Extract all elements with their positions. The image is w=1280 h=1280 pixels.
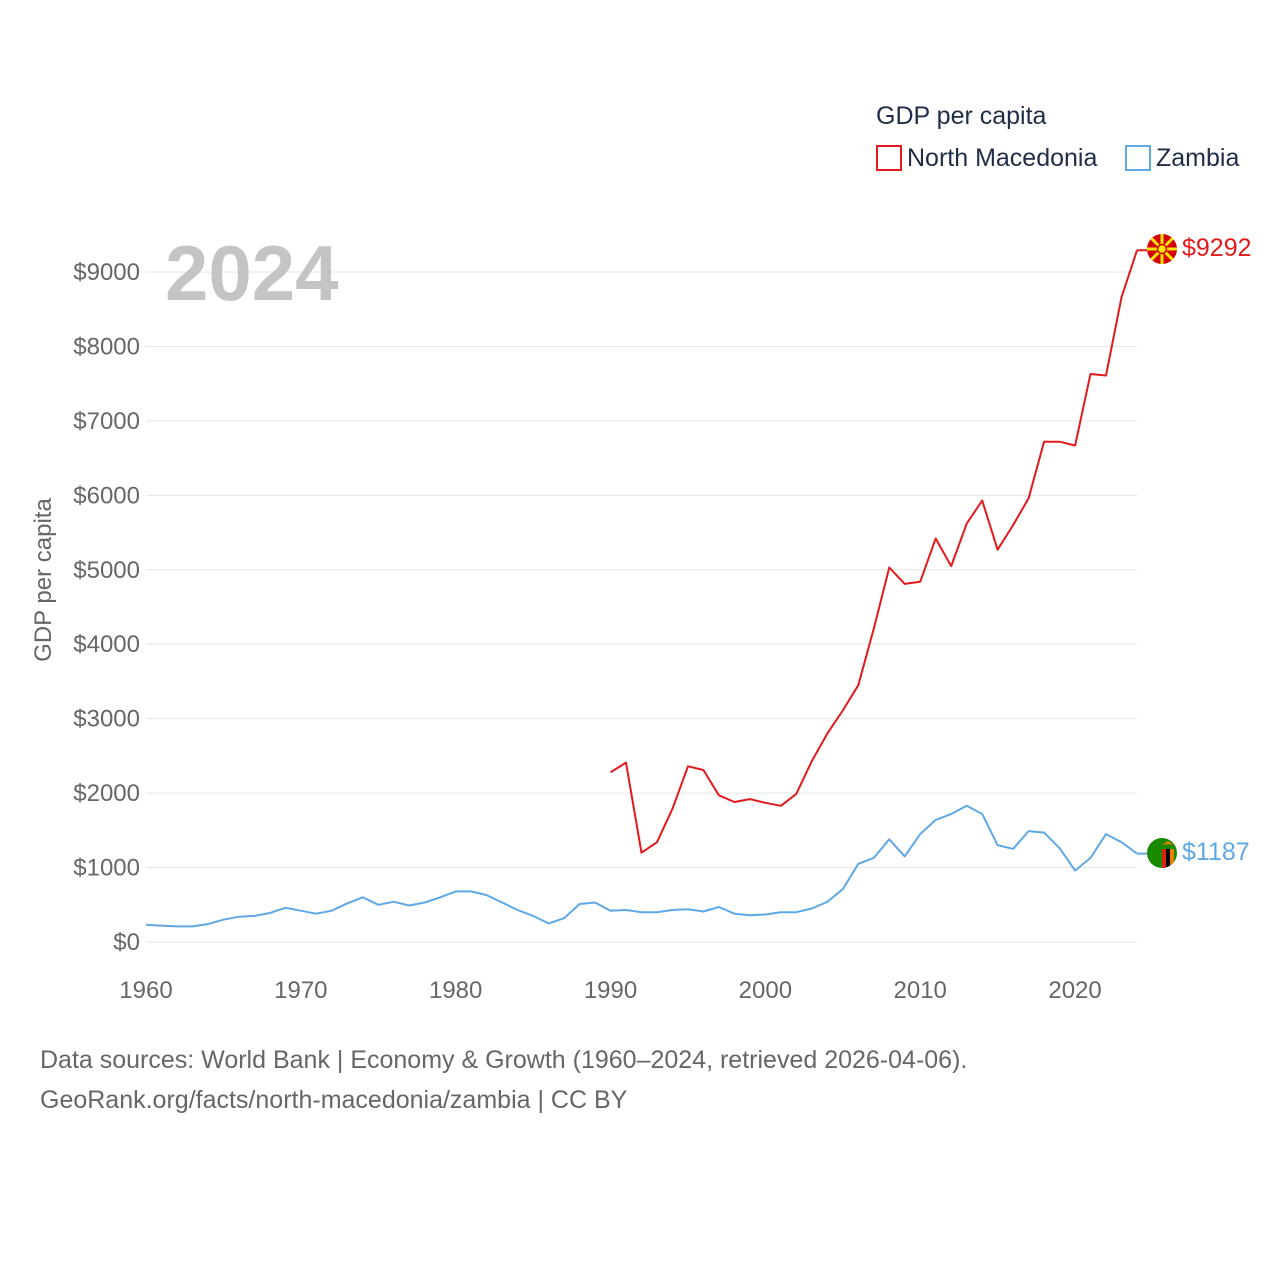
data-sources-text: Data sources: World Bank | Economy & Gro… bbox=[40, 1046, 968, 1074]
zambia-flag-icon bbox=[1147, 838, 1177, 868]
legend-label-zambia: Zambia bbox=[1156, 144, 1239, 172]
x-tick-label: 2000 bbox=[739, 977, 792, 1004]
zambia-end-label: $1187 bbox=[1182, 838, 1250, 866]
y-tick-label: $9000 bbox=[73, 259, 140, 286]
legend-title: GDP per capita bbox=[876, 102, 1047, 130]
y-tick-label: $2000 bbox=[73, 780, 140, 807]
y-tick-label: $3000 bbox=[73, 706, 140, 733]
source-link-text: GeoRank.org/facts/north-macedonia/zambia… bbox=[40, 1086, 628, 1114]
y-tick-label: $8000 bbox=[73, 333, 140, 360]
x-tick-label: 1990 bbox=[584, 977, 637, 1004]
y-tick-label: $4000 bbox=[73, 631, 140, 658]
y-tick-label: $0 bbox=[113, 929, 140, 956]
series-line-north-macedonia bbox=[609, 249, 1138, 854]
y-tick-label: $1000 bbox=[73, 855, 140, 882]
gdp-line-chart: $0 $1000 $2000 $3000 $4000 $5000 $6000 $7000 $80… bbox=[30, 102, 1252, 1004]
x-tick-label: 2010 bbox=[894, 977, 947, 1004]
north-macedonia-end-label: $9292 bbox=[1182, 234, 1252, 262]
y-axis-label: GDP per capita bbox=[30, 498, 57, 662]
series-line-zambia bbox=[145, 804, 1138, 928]
legend-label-north-macedonia: North Macedonia bbox=[907, 144, 1097, 172]
legend-swatch-zambia bbox=[1125, 145, 1151, 171]
x-tick-label: 1970 bbox=[274, 977, 327, 1004]
x-tick-label: 1960 bbox=[119, 977, 172, 1004]
y-tick-label: $5000 bbox=[73, 557, 140, 584]
y-tick-label: $6000 bbox=[73, 482, 140, 509]
x-tick-label: 2020 bbox=[1048, 977, 1101, 1004]
legend: GDP per capita North Macedonia Zambia bbox=[876, 102, 1239, 172]
x-tick-label: 1980 bbox=[429, 977, 482, 1004]
footer: Data sources: World Bank | Economy & Gro… bbox=[40, 1040, 967, 1120]
north-macedonia-flag-icon bbox=[1147, 234, 1177, 264]
year-label: 2024 bbox=[165, 229, 339, 317]
y-tick-label: $7000 bbox=[73, 408, 140, 435]
legend-swatch-north-macedonia bbox=[876, 145, 902, 171]
